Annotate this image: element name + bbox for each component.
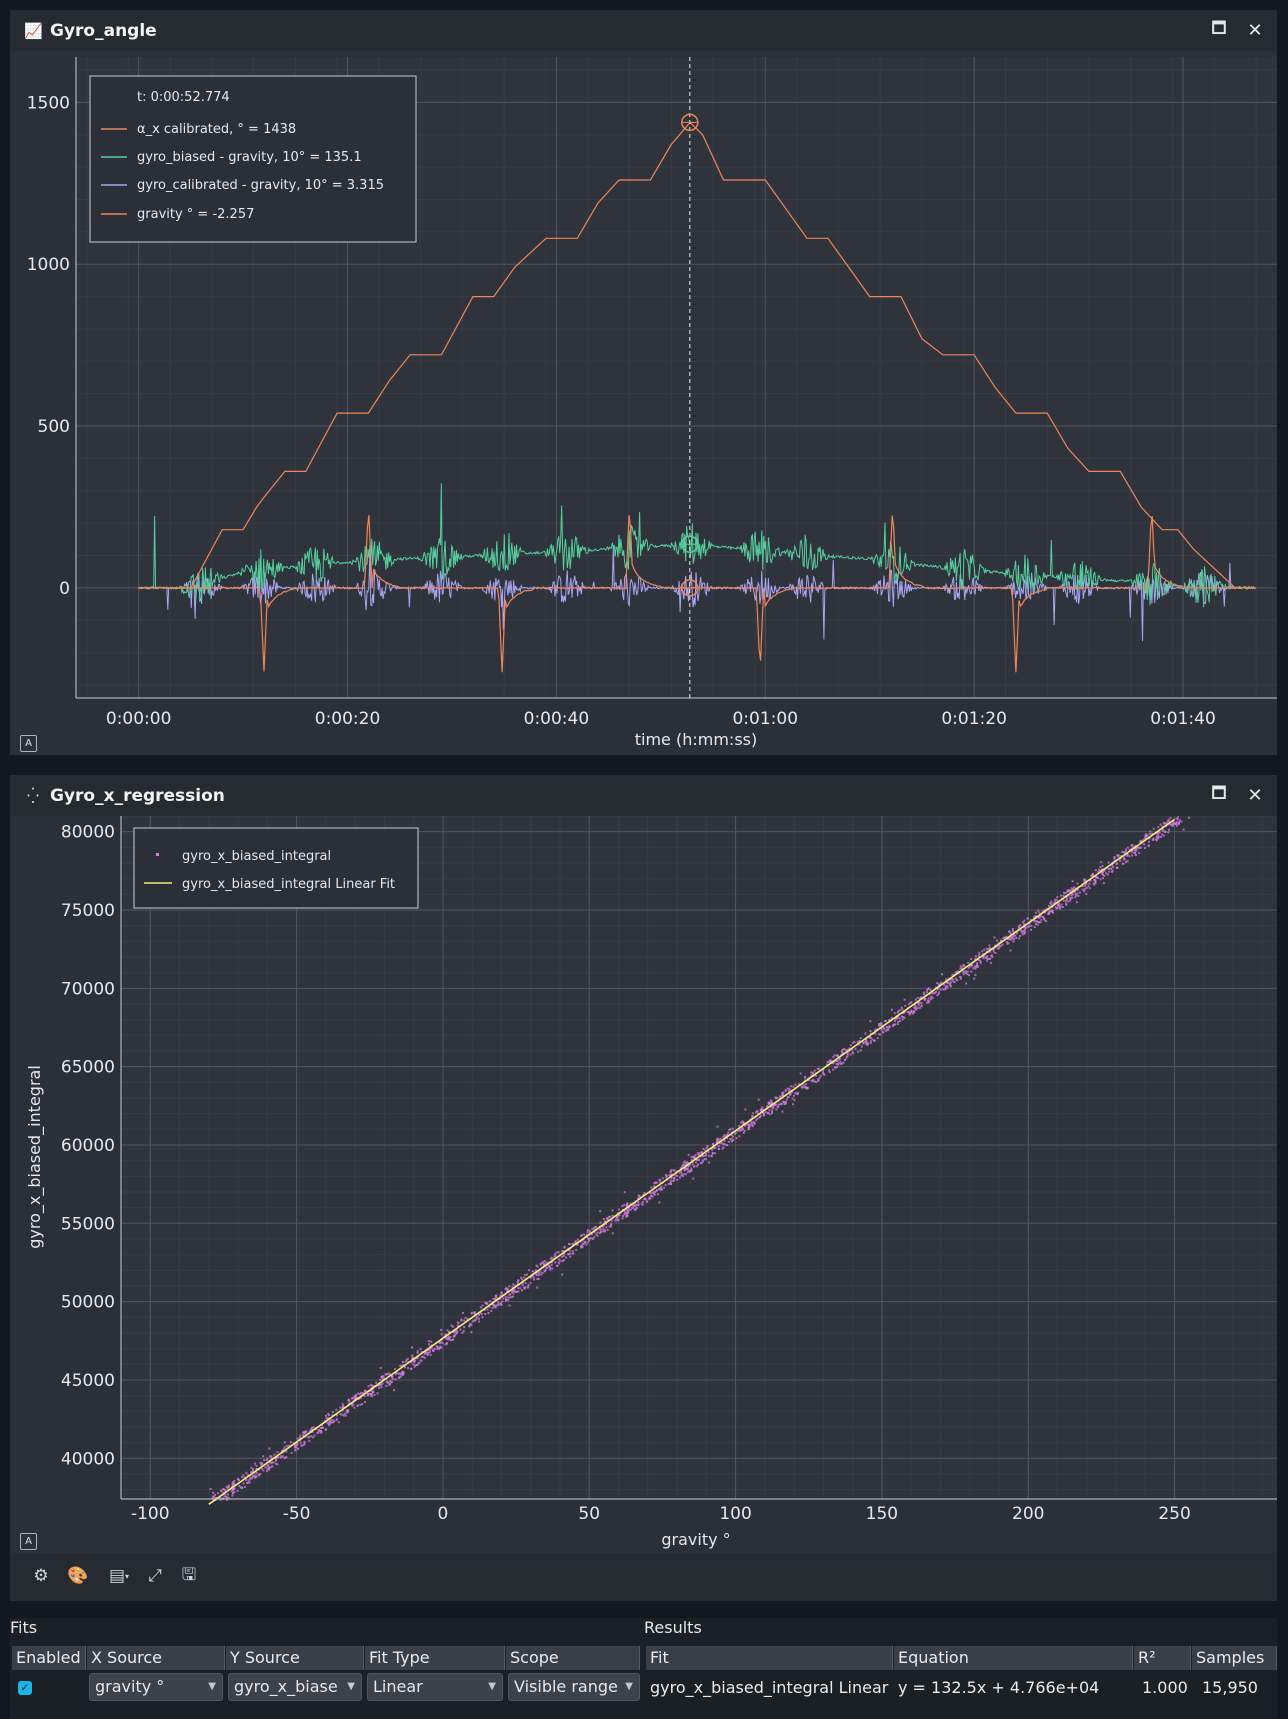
x-tick-label: 0:01:40 xyxy=(1150,709,1216,729)
fits-col-fit-type[interactable]: Fit Type xyxy=(365,1646,505,1670)
y-tick-label: 65000 xyxy=(61,1058,115,1078)
x-source-value: gravity ° xyxy=(95,1677,165,1696)
y-tick-label: 45000 xyxy=(61,1371,115,1391)
maximize-icon[interactable]: 🗖 xyxy=(1211,782,1227,802)
fit-enabled-checkbox[interactable]: ✓ xyxy=(18,1681,32,1695)
y-tick-label: 40000 xyxy=(61,1449,115,1469)
legend: gyro_x_biased_integral gyro_x_biased_int… xyxy=(133,827,419,909)
gyro-angle-plot[interactable]: 0:00:00 0:00:20 0:00:40 0:01:00 0:01:20 0:01:… xyxy=(10,51,1277,755)
fullscreen-icon[interactable]: ⤢ xyxy=(148,1566,162,1586)
x-source-select[interactable]: gravity ° ▼ xyxy=(89,1673,223,1701)
x-tick-label: 250 xyxy=(1158,1504,1190,1524)
y-tick-label: 1000 xyxy=(27,255,70,275)
x-tick-label: 0:00:20 xyxy=(315,709,381,729)
legend-item-0: α_x calibrated, ° = 1438 xyxy=(137,122,296,137)
settings-icon[interactable]: ⚙ xyxy=(33,1566,49,1586)
series-gyro-biased xyxy=(138,483,1256,608)
maximize-icon[interactable]: 🗖 xyxy=(1211,17,1227,37)
x-axis-label: gravity ° xyxy=(661,1530,730,1549)
y-tick-label: 0 xyxy=(59,579,70,599)
gyro-angle-header: 📈 Gyro_angle 🗖 ✕ xyxy=(10,10,1277,51)
gyro-angle-panel: 📈 Gyro_angle 🗖 ✕ 0:00:00 0:00:20 0:00:40 0:… xyxy=(10,10,1277,755)
y-tick-label: 500 xyxy=(38,417,70,437)
gyro-x-regression-panel: ⁛ Gyro_x_regression 🗖 ✕ -100 -50 0 50 100 150… xyxy=(10,775,1277,1553)
y-axis-label: gyro_x_biased_integral xyxy=(25,1065,45,1249)
fits-title: Fits xyxy=(10,1618,38,1637)
gyro-x-regression-header: ⁛ Gyro_x_regression 🗖 ✕ xyxy=(10,775,1277,816)
table-menu-icon[interactable]: ▤ ▾ xyxy=(108,1566,130,1586)
legend-cursor-time: t: 0:00:52.774 xyxy=(137,90,230,105)
result-fit-name: gyro_x_biased_integral Linear xyxy=(650,1678,889,1697)
legend-item-1: gyro_x_biased_integral Linear Fit xyxy=(182,877,395,892)
y-tick-label: 55000 xyxy=(61,1214,115,1234)
x-tick-label: 100 xyxy=(719,1504,751,1524)
chevron-down-icon: ▼ xyxy=(625,1681,633,1692)
results-col-equation[interactable]: Equation xyxy=(894,1646,1133,1670)
results-title: Results xyxy=(644,1618,702,1637)
close-icon[interactable]: ✕ xyxy=(1247,784,1263,806)
y-source-value: gyro_x_biase xyxy=(234,1677,338,1696)
regression-plot[interactable]: -100 -50 0 50 100 150 200 250 40000 45000 50000 550… xyxy=(10,816,1277,1553)
y-tick-label: 50000 xyxy=(61,1293,115,1313)
x-tick-label: 0 xyxy=(438,1504,449,1524)
close-icon[interactable]: ✕ xyxy=(1247,19,1263,41)
y-tick-label: 80000 xyxy=(61,823,115,843)
series-alpha-x-calibrated xyxy=(138,121,1257,589)
legend-swatch-0 xyxy=(156,853,159,856)
legend-item-3: gravity ° = -2.257 xyxy=(137,207,254,222)
scope-select[interactable]: Visible range ▼ xyxy=(508,1673,640,1701)
chevron-down-icon: ▼ xyxy=(347,1681,355,1692)
x-axis-label: time (h:mm:ss) xyxy=(635,730,757,749)
results-col-samples[interactable]: Samples xyxy=(1192,1646,1277,1670)
x-tick-label: 0:01:20 xyxy=(941,709,1007,729)
auto-scale-button[interactable]: A xyxy=(20,735,37,752)
results-col-r2[interactable]: R² xyxy=(1134,1646,1191,1670)
fits-col-x-source[interactable]: X Source xyxy=(87,1646,225,1670)
x-tick-label: -50 xyxy=(283,1504,311,1524)
gyro-x-regression-title: Gyro_x_regression xyxy=(50,785,225,806)
legend: t: 0:00:52.774 α_x calibrated, ° = 1438 … xyxy=(89,75,417,243)
x-tick-label: 0:00:40 xyxy=(524,709,590,729)
x-tick-label: 50 xyxy=(578,1504,600,1524)
x-tick-label: 0:00:00 xyxy=(106,709,172,729)
auto-scale-button[interactable]: A xyxy=(20,1533,37,1550)
scope-value: Visible range xyxy=(514,1677,618,1696)
results-col-fit[interactable]: Fit xyxy=(646,1646,893,1670)
fit-type-select[interactable]: Linear ▼ xyxy=(367,1673,503,1701)
fit-type-value: Linear xyxy=(373,1677,423,1696)
chevron-down-icon: ▼ xyxy=(488,1681,496,1692)
chevron-down-icon: ▼ xyxy=(208,1681,216,1692)
fits-col-y-source[interactable]: Y Source xyxy=(226,1646,364,1670)
result-samples: 15,950 xyxy=(1202,1678,1258,1697)
legend-item-2: gyro_calibrated - gravity, 10° = 3.315 xyxy=(137,178,384,193)
plot-toolbar: ⚙ 🎨 ▤ ▾ ⤢ 🖫 xyxy=(10,1553,1277,1601)
legend-item-0: gyro_x_biased_integral xyxy=(182,849,331,864)
scatter-plot-icon: ⁛ xyxy=(27,786,39,805)
result-equation: y = 132.5x + 4.766e+04 xyxy=(898,1678,1100,1697)
linear-fit-line xyxy=(208,818,1176,1505)
result-r2: 1.000 xyxy=(1142,1678,1188,1697)
chart-line-icon: 📈 xyxy=(24,21,43,40)
gyro-angle-title: Gyro_angle xyxy=(50,20,157,41)
save-icon[interactable]: 🖫 xyxy=(181,1564,197,1585)
x-tick-label: 200 xyxy=(1012,1504,1044,1524)
fits-results-area: Fits Results Enabled X Source Y Source F… xyxy=(10,1618,1277,1719)
x-tick-label: -100 xyxy=(131,1504,170,1524)
fits-col-scope[interactable]: Scope xyxy=(506,1646,640,1670)
fits-col-enabled[interactable]: Enabled xyxy=(12,1646,86,1670)
x-tick-label: 0:01:00 xyxy=(732,709,798,729)
y-tick-label: 60000 xyxy=(61,1136,115,1156)
y-tick-label: 75000 xyxy=(61,901,115,921)
legend-item-1: gyro_biased - gravity, 10° = 135.1 xyxy=(137,150,362,165)
y-tick-label: 70000 xyxy=(61,979,115,999)
palette-icon[interactable]: 🎨 xyxy=(67,1566,89,1586)
y-source-select[interactable]: gyro_x_biase ▼ xyxy=(228,1673,362,1701)
y-tick-label: 1500 xyxy=(27,93,70,113)
x-tick-label: 150 xyxy=(866,1504,898,1524)
